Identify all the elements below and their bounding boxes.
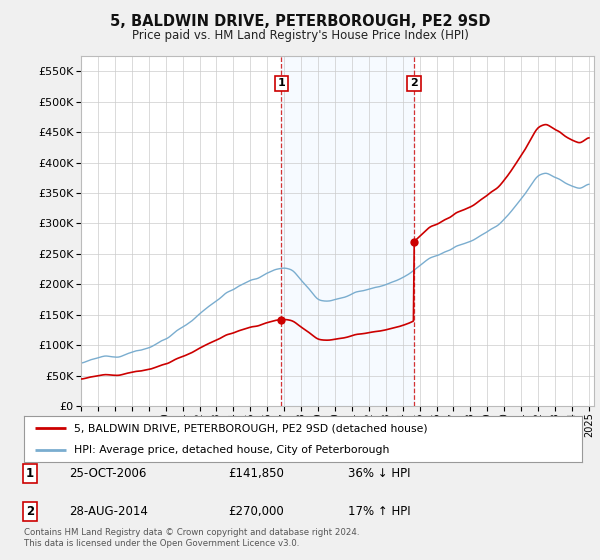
Text: 1: 1 <box>26 466 34 480</box>
Text: £270,000: £270,000 <box>228 505 284 518</box>
Text: 17% ↑ HPI: 17% ↑ HPI <box>348 505 410 518</box>
Bar <box>281 56 414 406</box>
Text: 5, BALDWIN DRIVE, PETERBOROUGH, PE2 9SD: 5, BALDWIN DRIVE, PETERBOROUGH, PE2 9SD <box>110 14 490 29</box>
Text: 5, BALDWIN DRIVE, PETERBOROUGH, PE2 9SD (detached house): 5, BALDWIN DRIVE, PETERBOROUGH, PE2 9SD … <box>74 423 428 433</box>
Text: HPI: Average price, detached house, City of Peterborough: HPI: Average price, detached house, City… <box>74 445 389 455</box>
Text: 25-OCT-2006: 25-OCT-2006 <box>69 466 146 480</box>
Text: Contains HM Land Registry data © Crown copyright and database right 2024.
This d: Contains HM Land Registry data © Crown c… <box>24 528 359 548</box>
Text: 2: 2 <box>26 505 34 518</box>
Text: 36% ↓ HPI: 36% ↓ HPI <box>348 466 410 480</box>
Text: 28-AUG-2014: 28-AUG-2014 <box>69 505 148 518</box>
Text: 2: 2 <box>410 78 418 88</box>
Text: 1: 1 <box>277 78 285 88</box>
Text: £141,850: £141,850 <box>228 466 284 480</box>
Text: Price paid vs. HM Land Registry's House Price Index (HPI): Price paid vs. HM Land Registry's House … <box>131 29 469 42</box>
